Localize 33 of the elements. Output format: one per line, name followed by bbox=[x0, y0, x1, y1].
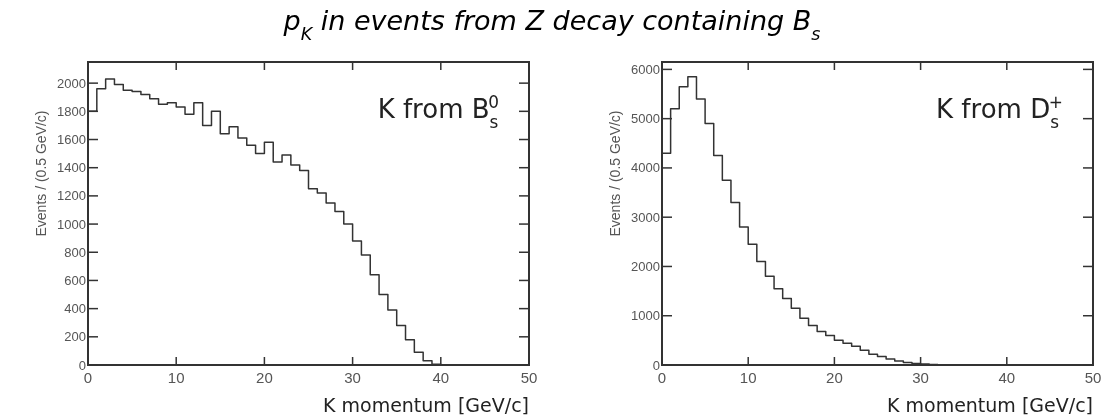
x-tick-label: 40 bbox=[998, 369, 1016, 386]
y-tick-label: 2000 bbox=[631, 259, 660, 275]
x-tick-label: 50 bbox=[520, 369, 538, 386]
y-tick-label: 0 bbox=[652, 357, 660, 373]
y-tick-label: 1200 bbox=[57, 188, 86, 204]
y-tick-label: 1400 bbox=[57, 160, 86, 176]
y-tick-label: 5000 bbox=[631, 111, 660, 127]
y-tick-label: 800 bbox=[64, 244, 86, 260]
x-axis-title: K momentum [GeV/c] bbox=[887, 394, 1093, 416]
x-tick-label: 30 bbox=[344, 369, 361, 386]
y-tick-label: 1600 bbox=[57, 132, 86, 148]
x-axis-title: K momentum [GeV/c] bbox=[323, 394, 529, 416]
y-tick-label: 3000 bbox=[631, 209, 660, 225]
y-tick-label: 4000 bbox=[631, 160, 660, 176]
y-tick-label: 6000 bbox=[631, 61, 660, 77]
y-tick-label: 0 bbox=[78, 357, 86, 373]
x-tick-label: 40 bbox=[432, 369, 450, 386]
y-tick-label: 1000 bbox=[631, 308, 660, 324]
y-tick-label: 400 bbox=[64, 301, 86, 317]
y-tick-label: 1000 bbox=[57, 216, 86, 232]
y-axis-title: Events / (0.5 GeV/c) bbox=[607, 110, 623, 237]
x-tick-label: 50 bbox=[1084, 369, 1102, 386]
y-axis-title: Events / (0.5 GeV/c) bbox=[33, 110, 49, 237]
y-tick-label: 1800 bbox=[57, 103, 86, 119]
chart-title: p$_{K}$ in events from Z decay containing B$_{s}$ bbox=[282, 5, 821, 44]
y-tick-label: 200 bbox=[64, 329, 86, 345]
x-tick-label: 10 bbox=[167, 369, 185, 386]
y-tick-label: 2000 bbox=[57, 75, 86, 91]
y-tick-label: 600 bbox=[64, 272, 86, 288]
x-tick-label: 20 bbox=[256, 369, 273, 386]
x-tick-label: 10 bbox=[739, 369, 757, 386]
x-tick-label: 30 bbox=[912, 369, 929, 386]
x-tick-label: 20 bbox=[826, 369, 843, 386]
